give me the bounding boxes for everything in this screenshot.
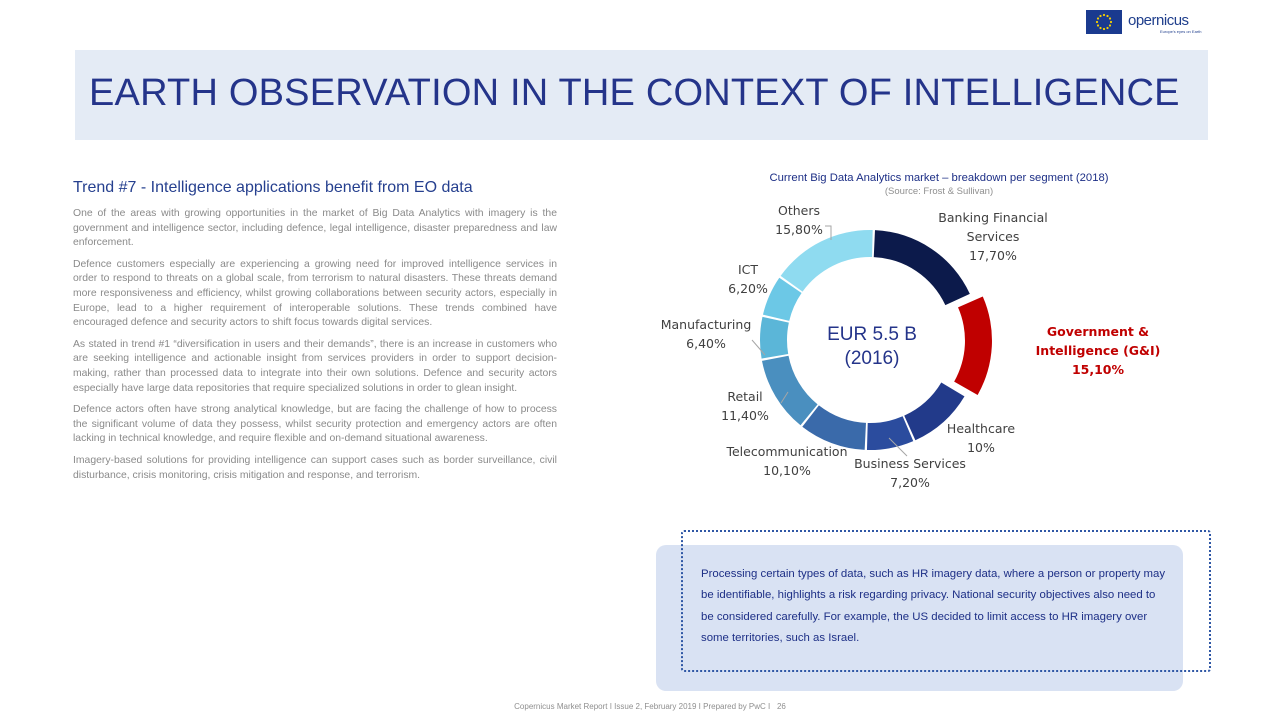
donut-slice [866,416,914,450]
slice-label: Others 15,80% [775,203,823,237]
leader-line [780,391,789,404]
slice-label: Business Services 7,20% [854,456,966,490]
donut-slice [954,296,992,395]
slice-label: Manufacturing 6,40% [661,317,752,351]
footer-text: Copernicus Market Report I Issue 2, Febr… [514,702,771,711]
donut-slice [904,382,965,441]
donut-slice [802,405,866,450]
paragraph: Imagery-based solutions for providing in… [73,454,557,481]
donut-slice [780,230,873,292]
body-text: One of the areas with growing opportunit… [73,207,557,490]
donut-slice [760,316,789,359]
slice-label: Retail 11,40% [721,389,769,423]
chart-source: (Source: Frost & Sullivan) [884,186,994,197]
logo-tagline: Europe's eyes on Earth [1160,29,1202,34]
paragraph: Defence customers especially are experie… [73,258,557,329]
donut-slice [873,230,970,306]
leader-line [825,225,832,240]
center-label: EUR 5.5 B [827,324,917,345]
paragraph: One of the areas with growing opportunit… [73,208,557,249]
donut-slice [762,277,802,321]
page-title: EARTH OBSERVATION IN THE CONTEXT OF INTE… [89,72,1180,114]
paragraph: Defence actors often have strong analyti… [73,404,557,445]
leader-line [888,437,908,457]
eu-flag-icon [1086,10,1122,34]
paragraph: As stated in trend #1 “diversification i… [73,338,557,394]
title-band: EARTH OBSERVATION IN THE CONTEXT OF INTE… [75,50,1208,140]
slice-label: Banking Financial Services 17,70% [938,210,1047,263]
trend-title: Trend #7 - Intelligence applications ben… [73,179,473,196]
note-text: Processing certain types of data, such a… [701,568,1166,644]
logo-text: opernicus [1128,12,1189,29]
slice-label: Healthcare 10% [947,421,1015,455]
footer: Copernicus Market Report I Issue 2, Febr… [0,702,1280,711]
slice-label: Government & Intelligence (G&I) 15,10% [1036,324,1161,377]
chart-title: Current Big Data Analytics market – brea… [769,172,1109,184]
page-number: 26 [776,702,786,711]
copernicus-logo: opernicus Europe's eyes on Earth [1086,8,1202,38]
leader-line [751,339,766,356]
note-border [681,530,1211,672]
slice-label: Telecommunication 10,10% [725,444,847,478]
slice-label: ICT 6,20% [728,262,768,296]
donut-slice [761,355,818,426]
note-box [656,545,1183,691]
center-label: (2016) [845,348,900,369]
